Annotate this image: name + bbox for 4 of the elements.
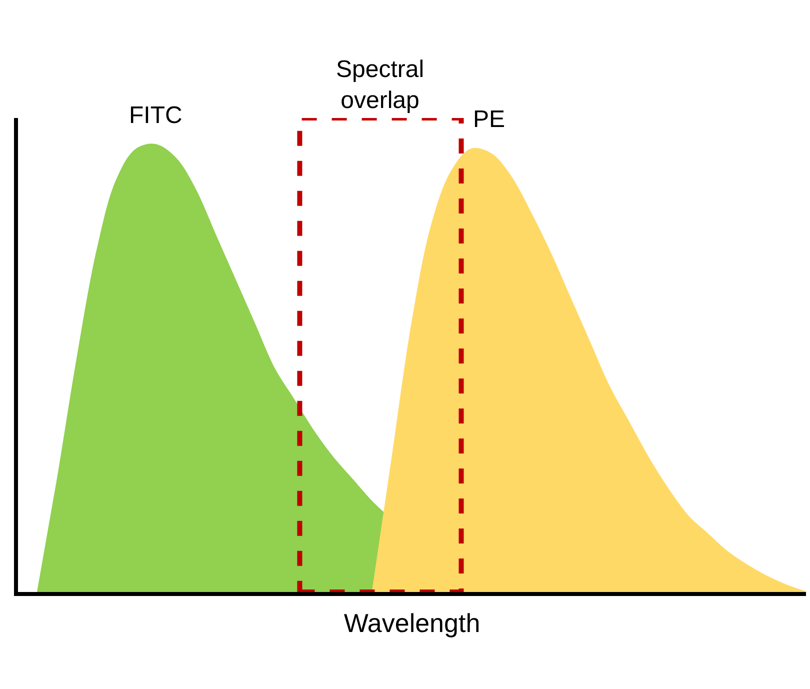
series-label: FITC bbox=[129, 102, 182, 129]
x-axis-title: Wavelength bbox=[344, 608, 480, 638]
text: Spectral overlap bbox=[336, 56, 424, 114]
series-label: PE bbox=[473, 106, 506, 133]
